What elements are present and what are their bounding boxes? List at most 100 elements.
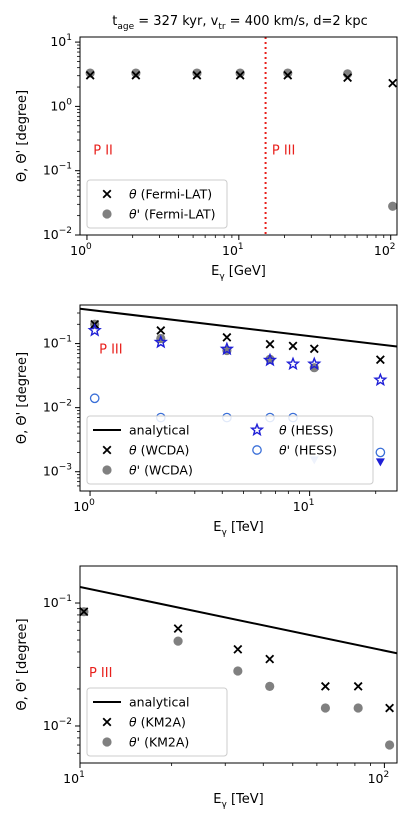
legend-symbol: θ [129, 187, 137, 202]
tick-mantissa: 10 [293, 499, 309, 514]
data-point-star [153, 334, 168, 349]
data-point-circle [384, 740, 395, 750]
legend-text: (WCDA) [140, 463, 193, 478]
x-tick-label: 102 [368, 770, 390, 786]
legend-label: θ' (WCDA) [129, 463, 193, 478]
y-tick-label: 10−1 [43, 594, 72, 610]
data-point-star [262, 352, 278, 367]
data-point-x [320, 681, 330, 691]
tick-exponent: 1 [309, 498, 315, 508]
data-point-star [87, 322, 102, 337]
y-axis-label: Θ, Θ' [degree] [15, 618, 30, 710]
legend-label: θ' (Fermi-LAT) [129, 207, 216, 222]
x-label-unit: [TeV] [227, 520, 264, 535]
legend-marker [102, 737, 112, 747]
tick-exponent: −1 [59, 335, 72, 345]
data-point-x [85, 70, 95, 80]
tick-mantissa: 10 [63, 771, 79, 786]
legend-label: θ (Fermi-LAT) [129, 187, 212, 202]
data-point-circle [283, 68, 293, 78]
x-axis-label: Eγ [TeV] [213, 792, 263, 810]
legend-label: analytical [129, 423, 190, 438]
tick-mantissa: 10 [368, 771, 384, 786]
tick-mantissa: 10 [43, 464, 59, 479]
data-point-x [80, 607, 89, 617]
tick-exponent: 2 [390, 242, 396, 252]
x-label-sub: γ [221, 528, 227, 538]
x-tick-label: 102 [374, 242, 396, 258]
data-point-x [388, 78, 397, 88]
region-label: P III [272, 143, 295, 158]
legend-symbol: θ [129, 715, 137, 730]
data-point-star [373, 372, 388, 387]
data-point-x [131, 70, 141, 80]
legend-label: θ (WCDA) [129, 443, 189, 458]
legend-text: (KM2A) [137, 715, 186, 730]
figure-title: tage = 327 kyr, vtr = 400 km/s, d=2 kpc [112, 14, 367, 32]
data-point-circle [388, 201, 397, 211]
legend-text: (HESS) [290, 443, 337, 458]
tick-exponent: 1 [79, 770, 85, 780]
data-point-x [375, 355, 385, 365]
data-point-circle [353, 703, 363, 713]
data-point-x [309, 344, 319, 354]
x-axis-label: Eγ [GeV] [211, 264, 266, 282]
data-point-circle [320, 703, 331, 713]
x-label-sub: γ [219, 272, 225, 282]
tick-mantissa: 10 [43, 400, 59, 415]
x-tick-label: 101 [222, 242, 244, 258]
data-point-x [233, 644, 243, 654]
plot-area [85, 37, 397, 235]
plot-frame [79, 565, 398, 764]
data-point-x [173, 624, 183, 633]
tick-exponent: −2 [59, 226, 72, 236]
legend-text: (Fermi-LAT) [137, 187, 212, 202]
tick-exponent: 1 [66, 33, 72, 43]
data-point-star [307, 356, 322, 371]
legend-box [86, 179, 228, 229]
data-point-x [235, 70, 245, 80]
tick-exponent: −3 [59, 463, 72, 473]
legend-box [86, 415, 374, 485]
legend-marker [252, 445, 262, 455]
legend-text: (Fermi-LAT) [140, 207, 215, 222]
legend-marker [102, 717, 112, 727]
y-tick-label: 101 [50, 33, 72, 49]
data-point-open [89, 393, 100, 404]
y-tick-label: 10−2 [43, 717, 72, 733]
tick-mantissa: 10 [50, 34, 66, 49]
tick-exponent: 0 [66, 97, 72, 107]
data-point-circle [131, 68, 141, 78]
data-point-open [375, 447, 386, 458]
data-point-circle [192, 68, 202, 78]
tick-mantissa: 10 [43, 595, 59, 610]
data-point-downtri [375, 458, 385, 467]
legend-symbol: θ' [279, 443, 290, 458]
x-label-sub: γ [221, 800, 227, 810]
x-tick-label: 100 [73, 498, 95, 514]
tick-mantissa: 10 [43, 718, 59, 733]
tick-exponent: 1 [238, 242, 244, 252]
legend-symbol: θ' [129, 207, 140, 222]
data-point-circle [233, 666, 243, 676]
y-tick-label: 10−2 [43, 226, 72, 242]
plot-frame [79, 304, 398, 492]
data-point-star [285, 356, 301, 371]
tick-mantissa: 10 [70, 243, 86, 258]
tick-exponent: −1 [59, 162, 72, 172]
data-point-x [385, 703, 395, 713]
legend-marker [249, 422, 265, 437]
tick-mantissa: 10 [374, 243, 390, 258]
legend-text: analytical [129, 423, 190, 438]
tick-mantissa: 10 [73, 499, 89, 514]
x-label-main: E [213, 792, 221, 807]
x-axis-label: Eγ [TeV] [213, 520, 263, 538]
region-label: P III [99, 342, 122, 357]
tick-mantissa: 10 [222, 243, 238, 258]
data-point-circle [85, 68, 95, 78]
tick-exponent: −1 [59, 594, 72, 604]
x-tick-label: 101 [63, 770, 85, 786]
data-point-x [156, 326, 166, 335]
